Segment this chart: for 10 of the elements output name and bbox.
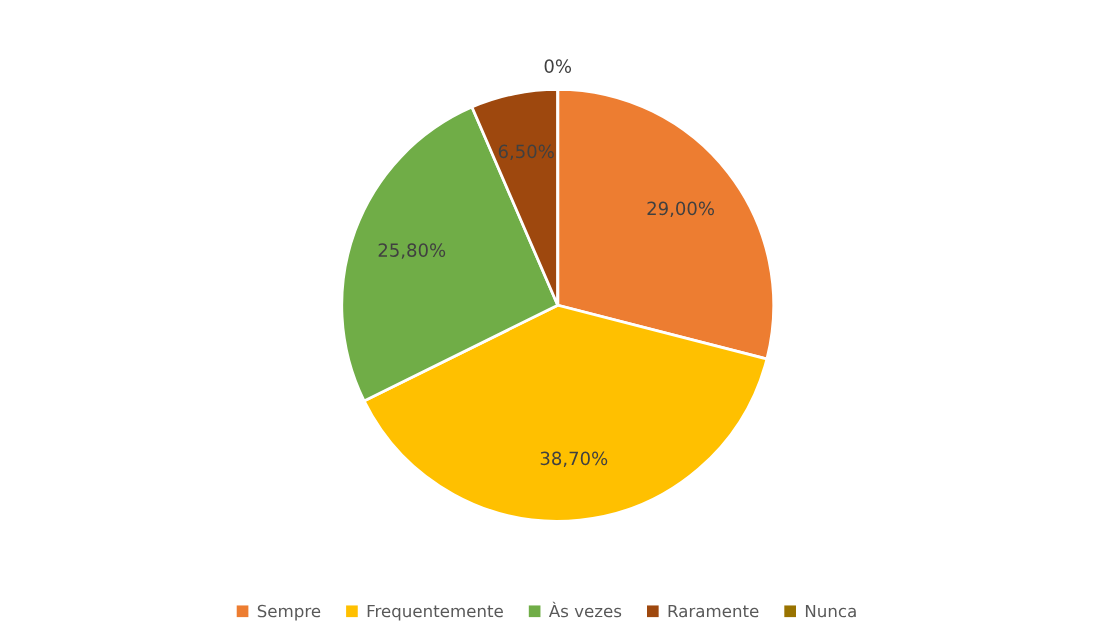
- legend-label: Raramente: [668, 604, 759, 618]
- text: 0%: [544, 59, 572, 73]
- data-label: 25,80%: [378, 243, 446, 259]
- data-label: 29,00%: [647, 201, 715, 218]
- data-label: 6,50%: [498, 144, 554, 161]
- legend-label: Às vezes: [548, 601, 622, 618]
- legend-label: Nunca: [805, 604, 856, 618]
- data-label: 38,70%: [540, 451, 608, 468]
- legend-label: Frequentemente: [367, 604, 503, 621]
- legend-label: Sempre: [257, 604, 321, 621]
